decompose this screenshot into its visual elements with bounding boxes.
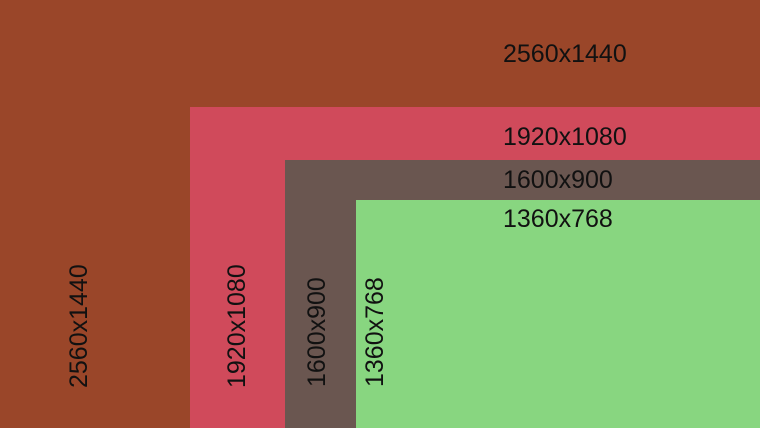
- label-1600x900-horizontal: 1600x900: [503, 166, 613, 194]
- label-1360x768-vertical: 1360x768: [361, 277, 389, 387]
- label-2560x1440-vertical: 2560x1440: [65, 264, 93, 388]
- label-1600x900-vertical: 1600x900: [303, 277, 331, 387]
- label-1920x1080-vertical: 1920x1080: [223, 264, 251, 388]
- label-1920x1080-horizontal: 1920x1080: [503, 123, 627, 151]
- rect-1360x768: [356, 200, 760, 428]
- label-2560x1440-horizontal: 2560x1440: [503, 40, 627, 68]
- label-1360x768-horizontal: 1360x768: [503, 205, 613, 233]
